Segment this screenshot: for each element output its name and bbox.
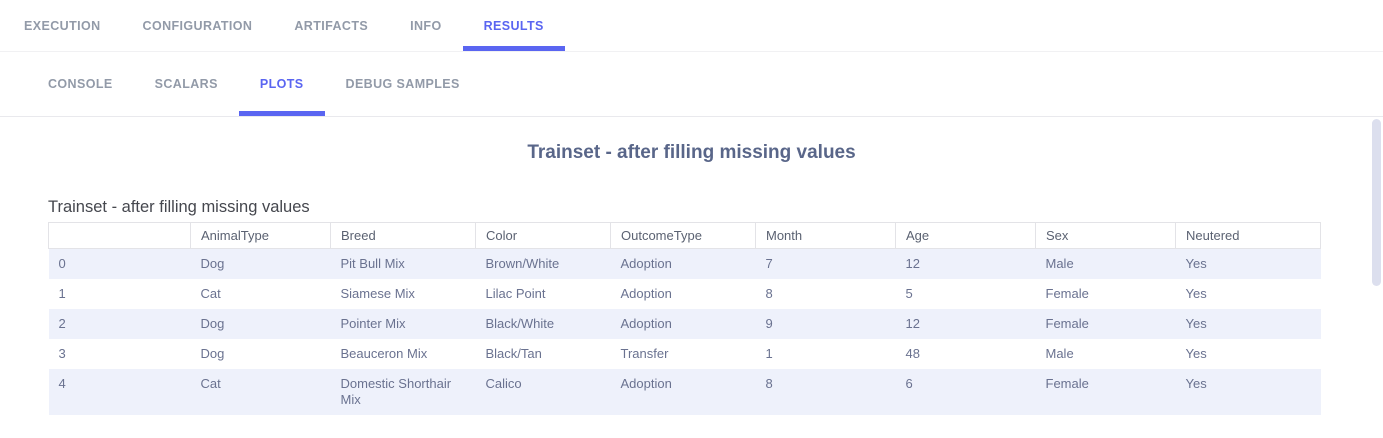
- data-table: AnimalType Breed Color OutcomeType Month Age S…: [48, 222, 1321, 415]
- table-cell: Siamese Mix: [340, 286, 415, 301]
- plot-title: Trainset - after filling missing values: [527, 142, 856, 163]
- table-cell: Black/Tan: [485, 346, 542, 361]
- table-cell: Lilac Point: [485, 286, 546, 301]
- table-cell: 5: [905, 286, 913, 301]
- table-row: 4 Cat Domestic Shorthair Mix Calico Adoption…: [48, 369, 1321, 415]
- table-title: Trainset - after filling missing values: [48, 198, 310, 216]
- results-plots-panel: Trainset - after filling missing values …: [0, 117, 1383, 415]
- secondary-tabbar: CONSOLE SCALARS PLOTS DEBUG SAMPLES: [0, 52, 1383, 117]
- column-header-index: [48, 222, 191, 249]
- table-cell: Female: [1045, 376, 1089, 391]
- table-cell: Adoption: [620, 376, 672, 391]
- column-header-age: Age: [895, 222, 1036, 249]
- table-cell: Beauceron Mix: [340, 346, 428, 361]
- column-header-sex: Sex: [1035, 222, 1176, 249]
- table-cell: Domestic Shorthair Mix: [340, 376, 452, 407]
- vertical-scrollbar-thumb[interactable]: [1372, 119, 1381, 286]
- table-row: 1 Cat Siamese Mix Lilac Point Adoption 8 5 Fema…: [48, 279, 1321, 309]
- table-cell: 8: [765, 286, 773, 301]
- table-cell: 6: [905, 376, 913, 391]
- table-cell: Adoption: [620, 316, 672, 331]
- table-header-row: AnimalType Breed Color OutcomeType Month Age S…: [48, 222, 1321, 249]
- table-row: 0 Dog Pit Bull Mix Brown/White Adoption 7 12 Ma…: [48, 248, 1321, 279]
- table-cell: 4: [58, 376, 66, 391]
- table-cell: Yes: [1185, 376, 1207, 391]
- table-cell: Yes: [1185, 286, 1207, 301]
- table-cell: 1: [58, 286, 66, 301]
- table-cell: 3: [58, 346, 66, 361]
- table-cell: Female: [1045, 316, 1089, 331]
- table-cell: Brown/White: [485, 256, 560, 271]
- table-cell: 8: [765, 376, 773, 391]
- table-cell: Adoption: [620, 286, 672, 301]
- table-row: 3 Dog Beauceron Mix Black/Tan Transfer 1 48 Mal…: [48, 339, 1321, 369]
- table-cell: Male: [1045, 256, 1074, 271]
- column-header-outcometype: OutcomeType: [610, 222, 756, 249]
- tab-debug-samples[interactable]: DEBUG SAMPLES: [345, 77, 460, 91]
- table-cell: 1: [765, 346, 773, 361]
- tab-results[interactable]: RESULTS: [463, 0, 565, 51]
- table-cell: Black/White: [485, 316, 555, 331]
- tab-plots[interactable]: PLOTS: [239, 52, 325, 116]
- column-header-month: Month: [755, 222, 896, 249]
- table-cell: 12: [905, 256, 920, 271]
- table-cell: Male: [1045, 346, 1074, 361]
- tab-execution[interactable]: EXECUTION: [24, 18, 101, 33]
- table-row: 2 Dog Pointer Mix Black/White Adoption 9 12 Fem…: [48, 309, 1321, 339]
- table-cell: Cat: [200, 376, 221, 391]
- table-cell: Dog: [200, 316, 225, 331]
- tab-scalars[interactable]: SCALARS: [154, 77, 218, 91]
- column-header-breed: Breed: [330, 222, 476, 249]
- table-cell: Cat: [200, 286, 221, 301]
- table-cell: Female: [1045, 286, 1089, 301]
- table-cell: 7: [765, 256, 773, 271]
- table-cell: 12: [905, 316, 920, 331]
- tab-info[interactable]: INFO: [410, 18, 442, 33]
- tab-artifacts[interactable]: ARTIFACTS: [294, 18, 369, 33]
- table-cell: Yes: [1185, 346, 1207, 361]
- table-cell: Dog: [200, 346, 225, 361]
- table-cell: Calico: [485, 376, 522, 391]
- column-header-neutered: Neutered: [1175, 222, 1321, 249]
- primary-tabbar: EXECUTION CONFIGURATION ARTIFACTS INFO RESUL…: [0, 0, 1383, 52]
- table-cell: Adoption: [620, 256, 672, 271]
- table-cell: Pointer Mix: [340, 316, 406, 331]
- table-cell: Transfer: [620, 346, 669, 361]
- plot-table-container: Trainset - after filling missing values …: [48, 197, 1321, 415]
- table-cell: Yes: [1185, 316, 1207, 331]
- column-header-animaltype: AnimalType: [190, 222, 331, 249]
- table-cell: 2: [58, 316, 66, 331]
- table-cell: Pit Bull Mix: [340, 256, 405, 271]
- tab-console[interactable]: CONSOLE: [48, 77, 113, 91]
- table-cell: 48: [905, 346, 920, 361]
- tab-configuration[interactable]: CONFIGURATION: [142, 18, 253, 33]
- table-cell: 0: [58, 256, 66, 271]
- table-cell: Dog: [200, 256, 225, 271]
- table-cell: 9: [765, 316, 773, 331]
- column-header-color: Color: [475, 222, 611, 249]
- table-cell: Yes: [1185, 256, 1207, 271]
